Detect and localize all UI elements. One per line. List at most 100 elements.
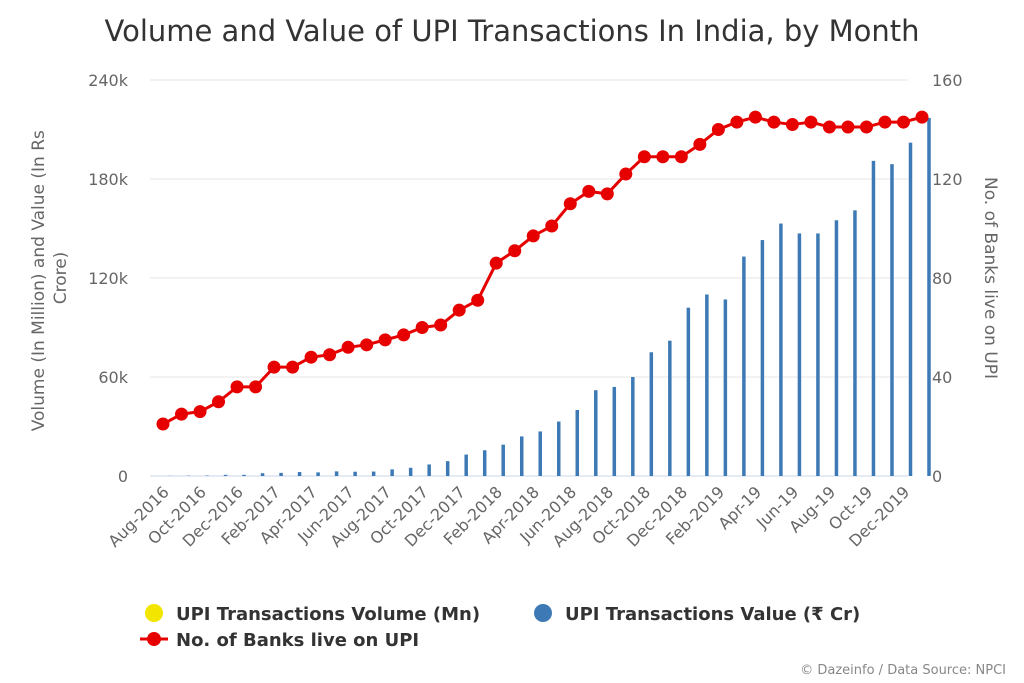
banks-point[interactable]: [711, 123, 725, 136]
value-bar[interactable]: [223, 474, 228, 476]
banks-point[interactable]: [693, 137, 707, 151]
banks-point[interactable]: [452, 303, 466, 317]
value-bar[interactable]: [575, 410, 580, 476]
value-bar[interactable]: [519, 436, 524, 476]
banks-point[interactable]: [804, 115, 818, 129]
value-bar[interactable]: [427, 464, 431, 476]
banks-point[interactable]: [397, 328, 411, 342]
banks-point[interactable]: [489, 256, 503, 270]
banks-point[interactable]: [767, 115, 781, 129]
value-bar[interactable]: [390, 469, 394, 476]
banks-line: [156, 110, 929, 431]
value-bar[interactable]: [834, 220, 839, 476]
value-bar[interactable]: [816, 233, 820, 476]
legend-item-volume[interactable]: UPI Transactions Volume (Mn): [145, 604, 480, 625]
value-bar[interactable]: [927, 117, 931, 476]
banks-point[interactable]: [637, 150, 651, 164]
left-tick-label: 240k: [88, 71, 129, 90]
value-bar[interactable]: [723, 299, 728, 476]
value-bar[interactable]: [279, 472, 283, 476]
banks-point[interactable]: [378, 333, 392, 347]
banks-point[interactable]: [360, 338, 374, 352]
banks-point[interactable]: [785, 118, 799, 132]
banks-point[interactable]: [526, 229, 540, 243]
banks-point[interactable]: [674, 150, 688, 164]
value-bar[interactable]: [612, 386, 617, 476]
banks-point[interactable]: [415, 321, 429, 334]
banks-point[interactable]: [286, 360, 300, 374]
left-axis-ticks: 0 60k 120k 180k 240k: [88, 71, 129, 486]
left-tick-label: 0: [118, 467, 128, 486]
value-bar[interactable]: [705, 294, 709, 477]
legend-banks-label: No. of Banks live on UPI: [176, 630, 419, 651]
value-bar[interactable]: [890, 164, 894, 476]
banks-point[interactable]: [249, 380, 263, 394]
banks-point[interactable]: [193, 405, 207, 419]
value-bar[interactable]: [594, 390, 598, 476]
banks-point[interactable]: [859, 120, 873, 134]
banks-point[interactable]: [212, 395, 226, 409]
banks-point[interactable]: [619, 167, 633, 181]
banks-point[interactable]: [304, 350, 318, 364]
value-bar[interactable]: [260, 473, 265, 476]
value-bar[interactable]: [445, 461, 450, 476]
value-bar[interactable]: [334, 471, 339, 476]
banks-point[interactable]: [582, 184, 596, 198]
banks-point[interactable]: [563, 197, 577, 211]
banks-point[interactable]: [730, 115, 744, 129]
right-tick-label: 120: [932, 170, 963, 189]
banks-point[interactable]: [230, 380, 244, 394]
value-bar[interactable]: [538, 431, 542, 476]
banks-point[interactable]: [341, 340, 355, 354]
value-bar[interactable]: [686, 307, 691, 476]
banks-point[interactable]: [600, 187, 614, 201]
value-bar[interactable]: [871, 160, 876, 476]
value-bar[interactable]: [408, 467, 413, 476]
banks-point[interactable]: [323, 348, 337, 362]
banks-point[interactable]: [156, 417, 170, 431]
banks-point[interactable]: [656, 150, 670, 164]
value-bar[interactable]: [668, 340, 672, 476]
value-bar[interactable]: [464, 454, 468, 476]
left-axis-title-line2: Crore): [51, 252, 71, 305]
right-tick-label: 0: [932, 467, 942, 486]
banks-point[interactable]: [822, 120, 836, 134]
value-bar[interactable]: [242, 474, 246, 476]
banks-point[interactable]: [878, 115, 892, 129]
legend-item-value[interactable]: UPI Transactions Value (₹ Cr): [534, 604, 860, 625]
gridlines: [150, 79, 908, 477]
value-bar[interactable]: [482, 450, 487, 476]
value-bar[interactable]: [297, 472, 302, 476]
banks-point[interactable]: [841, 120, 855, 134]
legend-value-label: UPI Transactions Value (₹ Cr): [565, 604, 860, 625]
banks-point[interactable]: [508, 244, 522, 258]
banks-point[interactable]: [471, 293, 485, 307]
legend-banks-marker: [147, 632, 161, 646]
banks-point[interactable]: [267, 360, 281, 374]
banks-point[interactable]: [175, 407, 189, 421]
value-bar[interactable]: [797, 233, 802, 476]
value-bar[interactable]: [316, 472, 320, 476]
value-bar[interactable]: [353, 471, 357, 476]
left-tick-label: 180k: [88, 170, 129, 189]
value-bar[interactable]: [631, 377, 635, 476]
banks-point[interactable]: [434, 318, 448, 332]
value-bar[interactable]: [853, 210, 857, 476]
value-bar[interactable]: [371, 471, 376, 476]
banks-line-path: [162, 115, 923, 426]
banks-point[interactable]: [748, 110, 762, 124]
value-bar[interactable]: [760, 240, 765, 476]
banks-point[interactable]: [545, 219, 559, 233]
legend-item-banks[interactable]: No. of Banks live on UPI: [140, 630, 419, 651]
value-bar[interactable]: [908, 142, 913, 476]
right-tick-label: 160: [932, 71, 963, 90]
value-bar[interactable]: [557, 421, 561, 476]
right-axis-ticks: 0 40 80 120 160: [932, 71, 963, 486]
value-bar[interactable]: [649, 352, 654, 476]
banks-point[interactable]: [915, 110, 929, 124]
value-bar[interactable]: [779, 223, 783, 476]
value-bar[interactable]: [501, 444, 505, 476]
banks-point[interactable]: [896, 115, 910, 129]
left-tick-label: 120k: [88, 269, 129, 288]
value-bar[interactable]: [742, 256, 746, 476]
